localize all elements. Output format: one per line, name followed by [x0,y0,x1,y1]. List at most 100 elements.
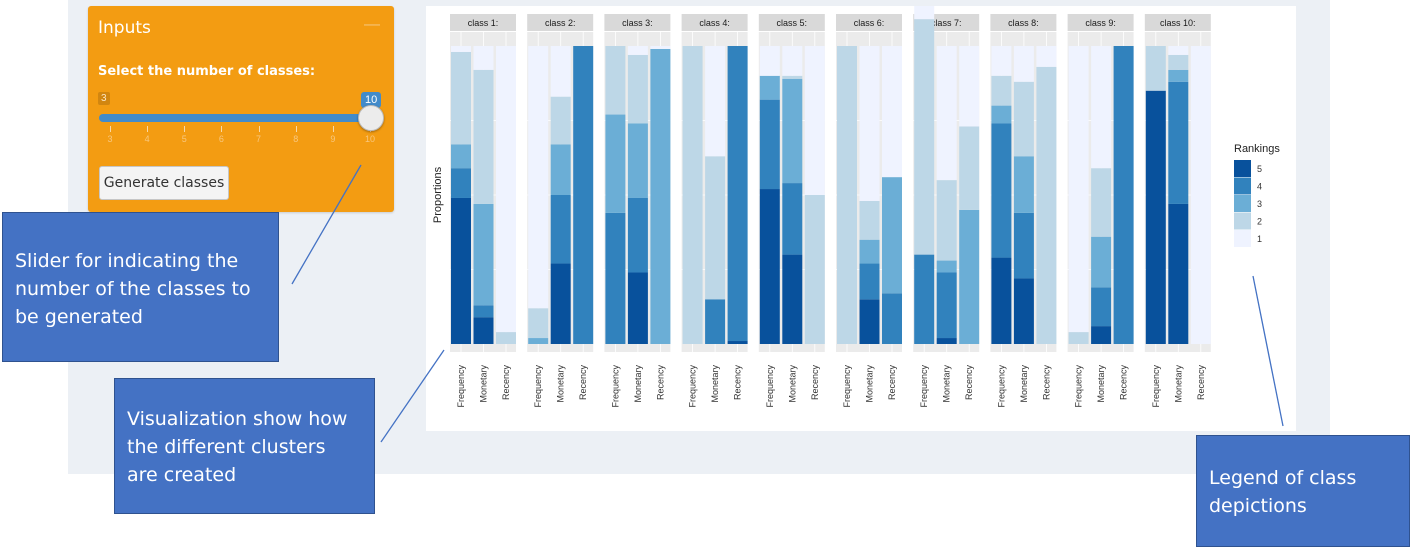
bar-segment [859,239,880,264]
panel-title: Inputs [98,18,151,38]
facet-label: class 3: [622,18,653,28]
x-tick-label: Frequency [1151,365,1161,408]
bar-segment [605,212,626,344]
bar-segment [936,338,957,344]
bar-segment [727,46,748,342]
bar-segment [473,69,494,204]
facet-strip [990,14,1057,31]
bar-segment [804,46,825,195]
stacked-bar-chart: Proportions class 1: Frequency Monetary Rece… [432,0,1280,408]
facet-strip [681,14,748,31]
bar-segment [550,195,571,264]
bar-segment [627,46,648,55]
x-tick-label: Monetary [633,365,643,403]
slider-tick [147,126,149,132]
bar-segment [1036,66,1057,345]
bar-segment [1145,46,1166,91]
legend-label: 1 [1257,234,1262,244]
y-axis-label: Proportions [432,166,444,223]
facet-strip [1067,14,1134,31]
collapse-icon[interactable]: — [364,16,380,33]
callout-legend: Legend of class depictions [1196,435,1410,547]
slider-tick-label: 4 [144,134,150,144]
x-tick-label: Monetary [1096,365,1106,403]
facet-label: class 4: [699,18,730,28]
x-tick-label: Recency [733,365,743,401]
bar-segment [914,19,935,255]
x-tick-label: Monetary [1173,365,1183,403]
bar-segment [1145,90,1166,344]
bar-segment [550,263,571,344]
bar-segment [573,46,594,344]
bar-segment [991,46,1012,76]
x-tick-label: Frequency [765,365,775,408]
x-tick-label: Frequency [919,365,929,408]
bar-segment [759,99,780,190]
x-tick-label: Recency [964,365,974,401]
facet-label: class 7: [931,18,962,28]
bar-segment [451,51,471,145]
x-tick-label: Frequency [996,365,1006,408]
bar-segment [605,114,626,213]
bar-segment [1168,69,1189,82]
bar-segment [782,183,803,255]
facet-strip [450,14,516,31]
bar-segment [528,308,549,339]
bar-segment [759,46,780,76]
bar-segment [1091,46,1112,169]
bar-segment [936,46,957,181]
bar-segment [473,203,494,306]
x-tick-label: Frequency [456,365,466,408]
bar-segment [782,78,803,184]
bar-segment [451,197,471,344]
x-tick-label: Monetary [479,365,489,403]
facet-label: class 1: [468,18,499,28]
bar-segment [451,168,471,198]
slider-tick-label: 9 [330,134,336,144]
bar-segment [473,46,494,70]
bar-segment [1091,287,1112,327]
x-tick-label: Recency [578,365,588,401]
bar-segment [882,46,902,178]
slider-tick-label: 10 [364,134,375,144]
bar-segment [1036,46,1057,67]
bar-segment [859,200,880,240]
slider-track[interactable] [99,114,371,122]
bar-segment [1068,46,1089,333]
bar-segment [782,75,803,79]
bar-segment [1013,278,1034,344]
legend-title: Rankings [1234,143,1280,155]
bar-segment [627,272,648,344]
bar-segment [759,189,780,344]
slider-handle[interactable] [358,105,384,131]
x-tick-label: Monetary [942,365,952,403]
bar-segment [1013,156,1034,213]
bar-segment [1168,46,1189,55]
x-tick-label: Monetary [787,365,797,403]
legend-swatch [1234,230,1251,247]
x-tick-label: Recency [887,365,897,401]
x-tick-label: Frequency [610,365,620,408]
bar-segment [528,46,549,309]
bar-segment [451,46,471,52]
legend-label: 3 [1257,199,1262,209]
slider-tick [110,126,111,132]
slider-tick-label: 6 [218,134,224,144]
bar-segment [782,254,803,344]
bar-segment [991,257,1012,344]
x-tick-label: Recency [655,365,665,401]
facet-label: class 9: [1085,18,1116,28]
x-tick-label: Frequency [1074,365,1084,408]
slider-min-badge: 3 [98,92,110,105]
bar-segment [627,54,648,124]
bar-segment [804,195,825,344]
bar-segment [496,332,516,344]
callout-visualization: Visualization show how the different clu… [114,378,375,514]
bar-segment [627,197,648,273]
bar-segment [1091,326,1112,344]
facet-label: class 2: [545,18,576,28]
x-tick-label: Recency [1041,365,1051,401]
generate-classes-button[interactable]: Generate classes [99,166,229,200]
x-tick-label: Recency [810,365,820,401]
facet-strip [527,14,594,31]
